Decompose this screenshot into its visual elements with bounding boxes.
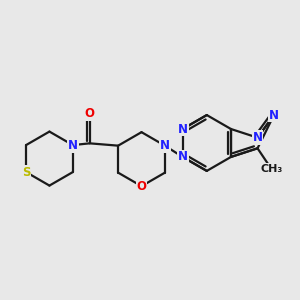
Text: O: O <box>85 107 94 120</box>
Text: N: N <box>269 109 279 122</box>
Text: S: S <box>22 166 30 178</box>
Text: N: N <box>160 139 170 152</box>
Text: N: N <box>253 131 262 144</box>
Text: N: N <box>178 122 188 136</box>
Text: N: N <box>68 139 78 152</box>
Text: CH₃: CH₃ <box>260 164 283 174</box>
Text: O: O <box>136 180 146 193</box>
Text: N: N <box>178 150 188 164</box>
